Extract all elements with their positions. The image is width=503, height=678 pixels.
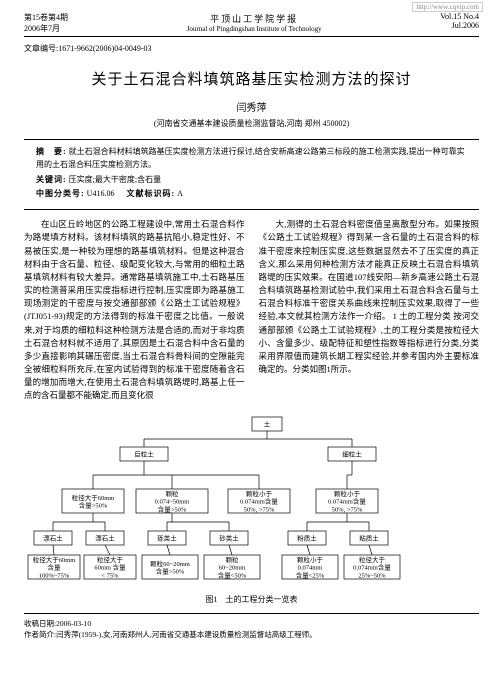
footer: 收稿日期:2006-03-10 作者简介:闫秀萍(1959-),女,河南郑州人,… [24, 613, 479, 641]
doccode-text: A [177, 189, 183, 198]
body-text-2: 大,测得的土石混合料密度值呈离散型分布。如果按照《公路土工试验规程》得到某一含石… [259, 218, 480, 376]
svg-text:颗粒60~20mm: 颗粒60~20mm [150, 558, 190, 567]
svg-text:0.074mm含量: 0.074mm含量 [328, 496, 366, 505]
svg-text:含量: 含量 [48, 562, 62, 571]
journal-name-en: Journal of Pingdingshan Institute of Tec… [68, 25, 440, 33]
svg-text:60mm 含量: 60mm 含量 [94, 562, 126, 571]
abstract-label: 摘 要: [36, 147, 67, 156]
classification-diagram: 土巨粒土细粒土粒径大于60mm含量>50%颗粒0.074~50mm含量>50%颗… [24, 413, 479, 605]
svg-text:0.074mm: 0.074mm [298, 564, 323, 571]
svg-text:巨粒土: 巨粒土 [134, 449, 154, 458]
svg-text:颗粒: 颗粒 [166, 489, 180, 498]
body-text-1: 在山区丘岭地区的公路工程建设中,常用土石混合料作为路堤填方材料。该材料填筑的路基… [24, 218, 245, 402]
svg-text:50%, >75%: 50%, >75% [332, 506, 363, 513]
journal-header: 第15卷第4期 2006年7月 平顶山工学院学报 Journal of Ping… [24, 12, 479, 37]
date-cn: 2006年7月 [24, 23, 68, 34]
svg-text:粒径大于60mm: 粒径大于60mm [33, 555, 76, 564]
svg-text:< 75%: < 75% [101, 572, 119, 579]
body-columns: 在山区丘岭地区的公路工程建设中,常用土石混合料作为路堤填方材料。该材料填筑的路基… [24, 218, 479, 402]
diagram-caption: 图1 土的工程分类一览表 [24, 594, 479, 605]
doccode-label: 文献标识码: [126, 189, 175, 198]
svg-text:含量>50%: 含量>50% [158, 504, 187, 513]
svg-text:含量>50%: 含量>50% [156, 566, 185, 575]
journal-name-cn: 平顶山工学院学报 [68, 12, 440, 25]
article-id: 文章编号:1671-9662(2006)04-0049-03 [24, 43, 479, 54]
svg-text:60~20mm: 60~20mm [219, 564, 246, 571]
svg-text:0.074~50mm: 0.074~50mm [155, 498, 190, 505]
author-name: 闫秀萍 [24, 99, 479, 114]
abstract-text: 就土石混合料材料填筑路基压实度检测方法进行探讨,结合安新高速公路第三标段的施工检… [36, 147, 465, 169]
svg-text:颗粒小于: 颗粒小于 [334, 489, 361, 498]
clc-text: U416.06 [87, 189, 115, 198]
article-title: 关于土石混合料填筑路基压实检测方法的探讨 [24, 68, 479, 89]
abstract-block: 摘 要: 就土石混合料材料填筑路基压实度检测方法进行探讨,结合安新高速公路第三标… [24, 139, 479, 210]
svg-text:0.074mm含量: 0.074mm含量 [240, 496, 278, 505]
svg-text:25%~50%: 25%~50% [358, 572, 386, 579]
date-en: Jul.2006 [440, 21, 479, 30]
svg-text:粘质土: 粘质土 [359, 533, 379, 542]
diagram-svg: 土巨粒土细粒土粒径大于60mm含量>50%颗粒0.074~50mm含量>50%颗… [24, 413, 479, 588]
svg-text:砂类土: 砂类土 [219, 533, 239, 542]
svg-text:粒径大于60mm: 粒径大于60mm [72, 492, 115, 501]
svg-text:漂石土: 漂石土 [95, 533, 115, 542]
svg-text:颗粒小于: 颗粒小于 [297, 555, 324, 564]
svg-text:粒径大于: 粒径大于 [359, 555, 386, 564]
received-date: 收稿日期:2006-03-10 [24, 618, 479, 629]
svg-text:细粒土: 细粒土 [342, 449, 362, 458]
svg-text:含量<25%: 含量<25% [296, 570, 325, 579]
svg-text:0.074mm含量: 0.074mm含量 [353, 562, 391, 571]
svg-text:颗粒小于: 颗粒小于 [246, 489, 273, 498]
svg-text:100%~75%: 100%~75% [39, 572, 70, 579]
body-col-1: 在山区丘岭地区的公路工程建设中,常用土石混合料作为路堤填方材料。该材料填筑的路基… [24, 218, 245, 402]
author-affiliation: (河南省交通基本建设质量检测监督站,河南 郑州 450002) [24, 118, 479, 129]
keywords-label: 关键词: [36, 175, 67, 184]
svg-text:砾类土: 砾类土 [157, 533, 177, 542]
volume-en: Vol.15 No.4 [440, 12, 479, 21]
keywords-text: 压实度;最大干密度;含石量 [69, 175, 161, 184]
source-url: http://www.cqvip.com [412, 2, 483, 12]
author-bio: 作者简介:闫秀萍(1959-),女,河南郑州人,河南省交通基本建设质量检测监督站… [24, 629, 479, 640]
svg-text:粒径大于: 粒径大于 [97, 555, 124, 564]
svg-text:颗粒: 颗粒 [226, 555, 240, 564]
svg-text:含量>50%: 含量>50% [79, 500, 108, 509]
svg-text:漂石土: 漂石土 [43, 533, 63, 542]
page-container: 第15卷第4期 2006年7月 平顶山工学院学报 Journal of Ping… [0, 0, 503, 650]
svg-text:土: 土 [264, 419, 271, 428]
svg-text:50%, >75%: 50%, >75% [244, 506, 275, 513]
clc-label: 中图分类号: [36, 189, 85, 198]
volume-cn: 第15卷第4期 [24, 12, 68, 23]
svg-text:粉质土: 粉质土 [297, 533, 317, 542]
body-col-2: 大,测得的土石混合料密度值呈离散型分布。如果按照《公路土工试验规程》得到某一含石… [259, 218, 480, 402]
svg-text:含量<50%: 含量<50% [218, 570, 247, 579]
